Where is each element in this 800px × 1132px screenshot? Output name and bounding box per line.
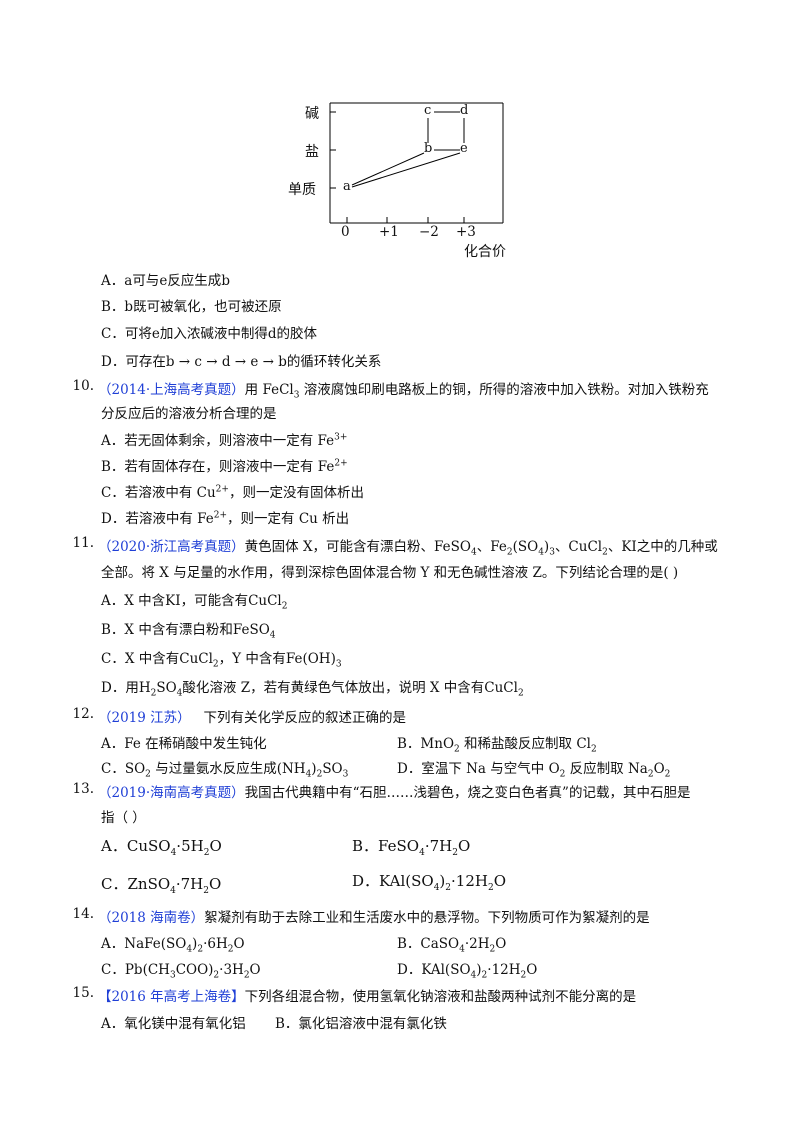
- q11-number: 11.: [72, 535, 94, 551]
- q13-source: （2019·海南高考真题）: [98, 785, 245, 801]
- x-tick-1: +1: [379, 224, 399, 240]
- q14-option-d: D．KAl(SO4)2·12H2O: [397, 962, 538, 981]
- q14-stem: （2018 海南卷）絮凝剂有助于去除工业和生活废水中的悬浮物。下列物质可作为絮凝…: [98, 910, 650, 926]
- q11-option-b: B．X 中含有漂白粉和FeSO4: [101, 622, 276, 641]
- y-label-base: 碱: [305, 106, 319, 122]
- q15-option-b: B．氯化铝溶液中混有氯化铁: [275, 1016, 447, 1032]
- q10-source: （2014·上海高考真题）: [98, 382, 245, 398]
- edge-a-e: [351, 152, 461, 188]
- q14-option-a: A．NaFe(SO4)2·6H2O: [101, 936, 245, 955]
- q15-stem: 【2016 年高考上海卷】下列各组混合物，使用氢氧化钠溶液和盐酸两种试剂不能分离…: [98, 989, 637, 1005]
- q14-option-b: B．CaSO4·2H2O: [397, 936, 507, 955]
- q12-option-b: B．MnO2 和稀盐酸反应制取 Cl2: [397, 736, 597, 755]
- node-d: d: [460, 103, 469, 118]
- q13-stem-line2: 指（ ）: [101, 810, 146, 826]
- q12-option-d: D．室温下 Na 与空气中 O2 反应制取 Na2O2: [397, 761, 671, 780]
- diagram-svg: [329, 102, 504, 224]
- q14-source: （2018 海南卷）: [98, 910, 205, 926]
- q13-number: 13.: [72, 781, 94, 797]
- q15-number: 15.: [72, 985, 94, 1001]
- q11-stem-line1: （2020·浙江高考真题）黄色固体 X，可能含有漂白粉、FeSO4、Fe2(SO…: [98, 539, 718, 558]
- q13-stem-line1: （2019·海南高考真题）我国古代典籍中有“石胆……浅碧色，烧之变白色者真”的记…: [98, 785, 691, 801]
- q10-option-a: A．若无固体剩余，则溶液中一定有 Fe3+: [101, 432, 348, 450]
- q10-option-d: D．若溶液中有 Fe2+，则一定有 Cu 析出: [101, 510, 350, 528]
- q10-stem-line1: （2014·上海高考真题）用 FeCl3 溶液腐蚀印刷电路板上的铜，所得的溶液中…: [98, 382, 709, 401]
- node-a: a: [343, 179, 351, 194]
- q10-option-c: C．若溶液中有 Cu2+，则一定没有固体析出: [101, 484, 364, 502]
- q13-option-a: A．CuSO4·5H2O: [101, 837, 222, 858]
- q9-option-d: D．可存在b → c → d → e → b的循环转化关系: [101, 354, 382, 370]
- q9-option-a: A．a可与e反应生成b: [101, 273, 230, 289]
- q12-stem: （2019 江苏） 下列有关化学反应的叙述正确的是: [98, 710, 407, 726]
- y-label-salt: 盐: [305, 144, 319, 160]
- q11-option-d: D．用H2SO4酸化溶液 Z，若有黄绿色气体放出，说明 X 中含有CuCl2: [101, 680, 524, 699]
- q14-number: 14.: [72, 906, 94, 922]
- node-c: c: [424, 103, 432, 118]
- q12-option-c: C．SO2 与过量氨水反应生成(NH4)2SO3: [101, 761, 349, 780]
- q15-option-a: A．氧化镁中混有氧化铝: [101, 1016, 246, 1032]
- q13-option-b: B．FeSO4·7H2O: [352, 837, 471, 858]
- x-tick-2: −2: [419, 224, 439, 240]
- q14-option-c: C．Pb(CH3COO)2·3H2O: [101, 962, 261, 981]
- x-tick-3: +3: [456, 224, 476, 240]
- q12-source: （2019 江苏）: [98, 710, 191, 726]
- q12-option-a: A．Fe 在稀硝酸中发生钝化: [101, 736, 267, 752]
- q13-option-d: D．KAl(SO4)2·12H2O: [352, 872, 506, 893]
- q9-option-b: B．b既可被氧化，也可被还原: [101, 299, 282, 315]
- q11-source: （2020·浙江高考真题）: [98, 539, 245, 555]
- q12-number: 12.: [72, 706, 94, 722]
- q15-source: 【2016 年高考上海卷】: [98, 989, 245, 1005]
- q9-option-c: C．可将e加入浓碱液中制得d的胶体: [101, 326, 317, 342]
- node-b: b: [424, 141, 433, 156]
- x-axis-title: 化合价: [464, 244, 506, 260]
- q10-stem-line2: 分反应后的溶液分析合理的是: [101, 406, 277, 422]
- q10-number: 10.: [72, 378, 94, 394]
- q11-stem-line2: 全部。将 X 与足量的水作用，得到深棕色固体混合物 Y 和无色碱性溶液 Z。下列…: [101, 565, 679, 581]
- y-label-element: 单质: [288, 182, 316, 198]
- q11-option-c: C．X 中含有CuCl2，Y 中含有Fe(OH)3: [101, 651, 342, 670]
- node-e: e: [460, 141, 468, 156]
- edge-a-b: [351, 152, 425, 186]
- q13-option-c: C．ZnSO4·7H2O: [101, 875, 222, 896]
- x-tick-0: 0: [341, 224, 350, 240]
- q11-option-a: A．X 中含KI，可能含有CuCl2: [101, 593, 288, 612]
- q10-option-b: B．若有固体存在，则溶液中一定有 Fe2+: [101, 458, 348, 476]
